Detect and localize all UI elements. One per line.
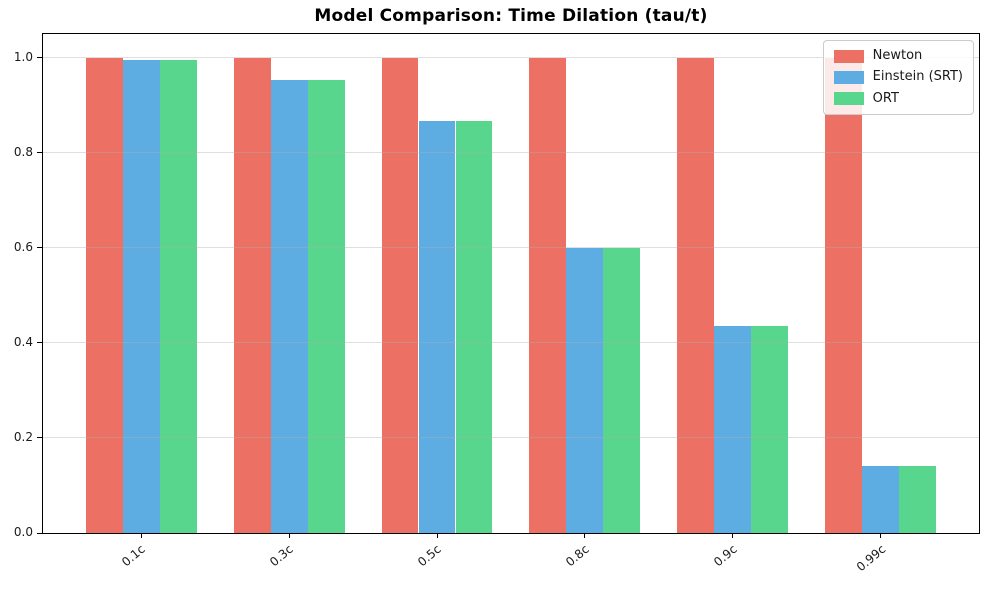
xtick-label-0.99c: 0.99c [853,542,888,575]
xtick-label-0.3c: 0.3c [267,542,297,570]
gridline-y-0.2 [43,437,979,439]
legend-item-newton: Newton [833,48,963,63]
ytick-mark-1.0 [37,57,42,59]
bar-ort-0.3c [307,79,345,533]
ytick-label-0.8: 0.8 [13,144,33,159]
bar-ort-0.1c [159,60,197,533]
ytick-label-0.6: 0.6 [13,239,33,254]
xtick-mark-0.1c [140,533,142,538]
ytick-label-0.2: 0.2 [13,429,33,444]
legend-color-patch [833,49,864,63]
xtick-mark-0.3c [288,533,290,538]
bar-newton-0.9c [677,57,715,533]
xtick-label-0.5c: 0.5c [415,542,445,570]
ytick-mark-0.2 [37,437,42,439]
legend-item-einstein-srt: Einstein (SRT) [833,69,963,85]
ytick-label-1.0: 1.0 [13,49,33,64]
bar-newton-0.5c [381,57,419,533]
legend-label: Newton [872,48,923,63]
bar-newton-0.8c [529,57,567,533]
bar-ort-0.5c [455,121,493,533]
ytick-mark-0.6 [37,247,42,249]
legend-color-patch [833,70,864,84]
legend: Newton Einstein (SRT) ORT [822,40,974,115]
bar-einstein-srt-0.99c [862,466,900,533]
plot-area: Newton Einstein (SRT) ORT [42,33,980,534]
ytick-label-0.4: 0.4 [13,334,33,349]
bar-ort-0.8c [603,247,641,533]
xtick-label-0.8c: 0.8c [563,542,592,570]
bar-einstein-srt-0.9c [714,325,752,533]
ytick-mark-0.8 [37,152,42,154]
bar-ort-0.99c [899,466,937,533]
legend-item-ort: ORT [833,90,963,106]
xtick-mark-0.5c [436,533,438,538]
legend-label: Einstein (SRT) [872,69,963,85]
bar-einstein-srt-0.8c [566,247,604,533]
xtick-label-0.1c: 0.1c [119,542,149,570]
chart-title: Model Comparison: Time Dilation (tau/t) [314,6,708,26]
bar-einstein-srt-0.3c [270,79,308,533]
ytick-mark-0.0 [37,532,42,534]
bar-newton-0.3c [233,57,271,533]
bar-ort-0.9c [751,325,789,533]
gridline-y-0.8 [43,152,979,154]
gridline-y-0.4 [43,342,979,344]
xtick-mark-0.8c [584,533,586,538]
legend-label: ORT [872,90,899,106]
bar-newton-0.99c [825,57,863,533]
legend-color-patch [833,92,864,106]
ytick-mark-0.4 [37,342,42,344]
gridline-y-0.6 [43,247,979,249]
bar-einstein-srt-0.5c [418,121,456,533]
xtick-mark-0.99c [880,533,882,538]
ytick-label-0.0: 0.0 [13,525,33,539]
xtick-label-0.9c: 0.9c [711,542,740,570]
bar-einstein-srt-0.1c [122,60,160,533]
bar-newton-0.1c [85,57,123,533]
gridline-y-1.0 [43,57,979,59]
xtick-mark-0.9c [732,533,734,538]
